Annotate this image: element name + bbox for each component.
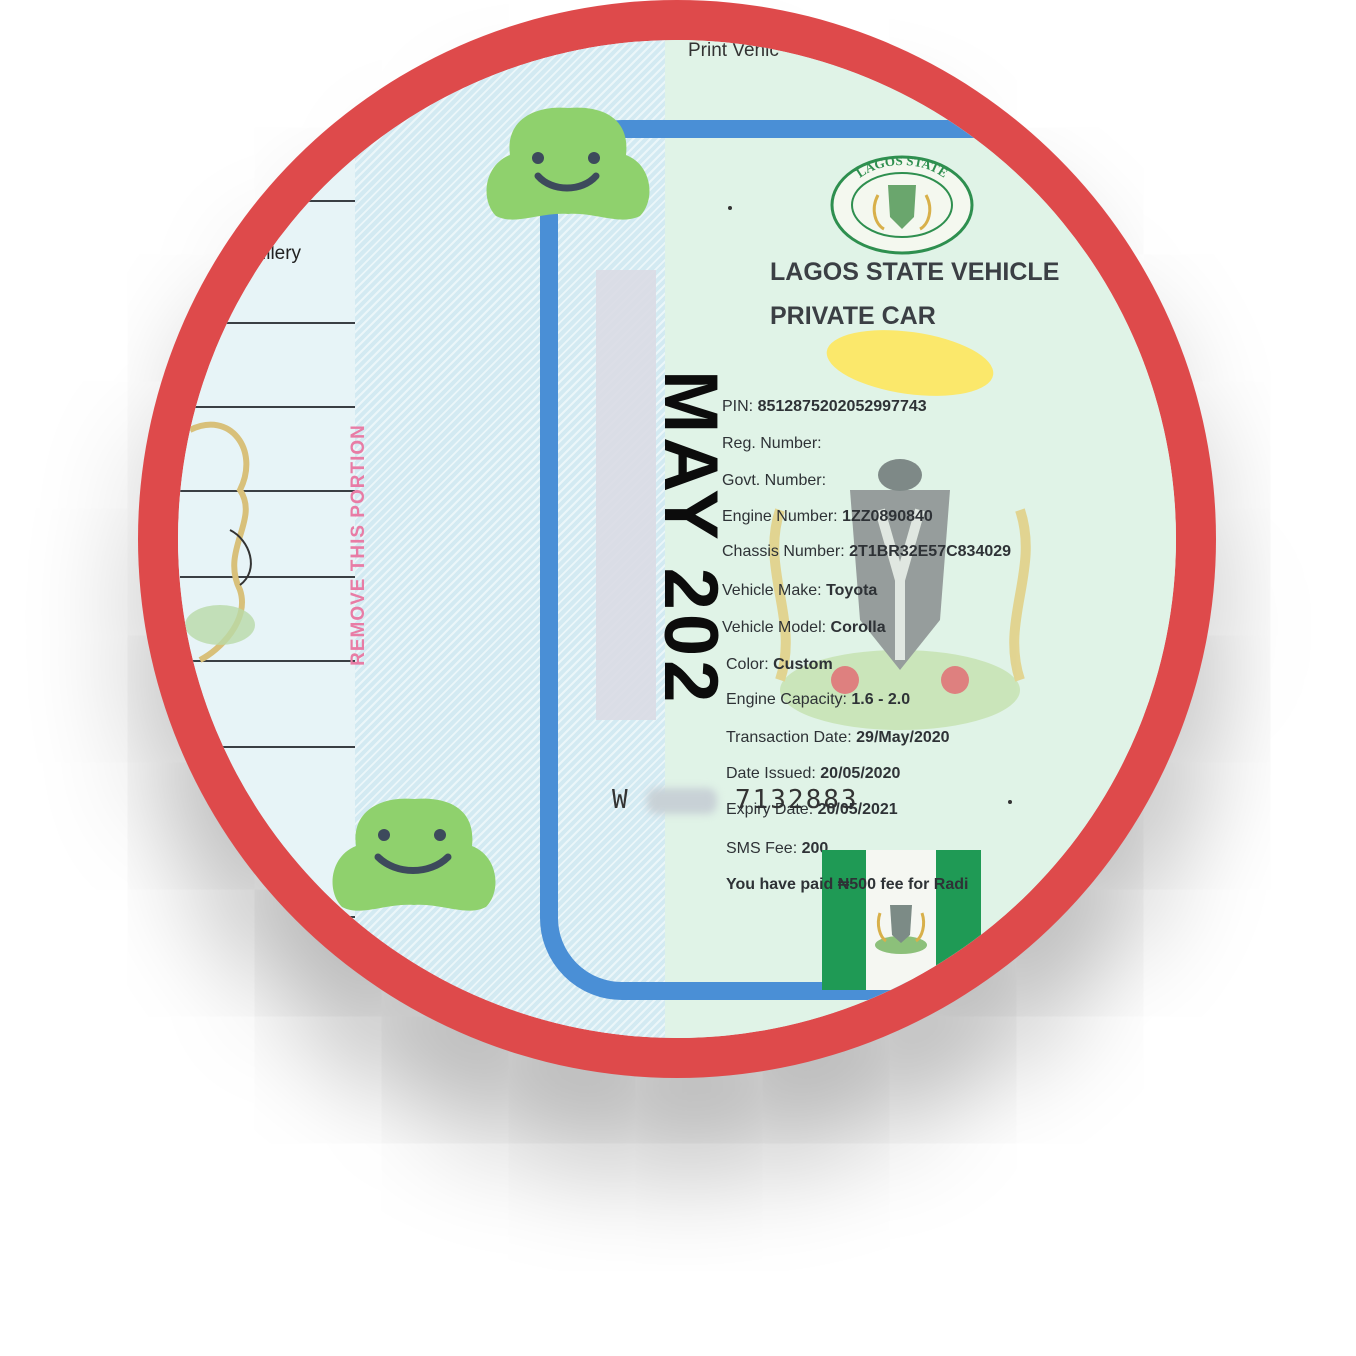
field-row: Expiry Date: 20/05/2021 — [726, 801, 898, 819]
document-disc: illery REMOVE THIS PORTION — [178, 40, 1176, 1038]
field-label: Engine Capacity: — [726, 691, 852, 708]
stub-line — [180, 916, 424, 918]
month-stamp: MAY 202 — [648, 370, 733, 707]
field-row: PIN: 8512875202052997743 — [722, 398, 927, 416]
field-value: 1.6 - 2.0 — [851, 691, 911, 708]
field-row: Reg. Number: — [722, 435, 822, 453]
field-value: 2T1BR32E57C834029 — [849, 543, 1012, 560]
field-label: Reg. Number: — [722, 435, 822, 452]
vehicle-category: PRIVATE CAR — [770, 302, 936, 330]
field-row: Chassis Number: 2T1BR32E57C834029 — [722, 543, 1011, 561]
flag-green-right — [936, 850, 981, 990]
speck — [1008, 800, 1012, 804]
field-label: SMS Fee: — [726, 840, 802, 857]
mascot-smiley-icon — [486, 107, 650, 220]
field-label: Engine Number: — [722, 508, 843, 525]
field-value: Toyota — [826, 582, 878, 599]
serial-redaction — [647, 787, 718, 814]
stub-line — [180, 576, 418, 578]
field-value: 8512875202052997743 — [757, 398, 927, 415]
license-document: illery REMOVE THIS PORTION — [178, 40, 1176, 1038]
field-row: Transaction Date: 29/May/2020 — [726, 729, 950, 747]
field-row: Engine Capacity: 1.6 - 2.0 — [726, 691, 910, 709]
document-stub — [178, 40, 355, 1038]
stub-line — [180, 660, 418, 662]
speck — [728, 206, 732, 210]
field-row: Date Issued: 20/05/2020 — [726, 765, 900, 783]
grey-band — [596, 270, 656, 720]
flag-coat-of-arms-icon — [875, 905, 927, 954]
lagos-seal-text: LAGOS STATE — [853, 155, 950, 180]
field-label: Expiry Date: — [726, 801, 818, 818]
remove-portion-label: REMOVE THIS PORTION — [348, 424, 369, 666]
serial-prefix: W — [612, 785, 630, 815]
field-label: Date Issued: — [726, 765, 821, 782]
field-label: Govt. Number: — [722, 472, 827, 489]
field-value: 200 — [801, 840, 829, 857]
field-value: 20/05/2020 — [820, 765, 901, 782]
field-row: Engine Number: 1ZZ0890840 — [722, 508, 933, 526]
field-row: Vehicle Model: Corolla — [722, 619, 886, 637]
field-label: Chassis Number: — [722, 543, 850, 560]
stub-coat-of-arms-graphic — [185, 421, 255, 663]
radio-fee-note: You have paid ₦500 fee for Radi — [726, 876, 969, 893]
serial-suffix: 7132883 — [734, 785, 859, 815]
mascot-smiley-icon — [332, 798, 496, 911]
field-row: Govt. Number: — [722, 472, 826, 490]
field-label: Color: — [726, 656, 774, 673]
field-row: Vehicle Make: Toyota — [722, 582, 877, 600]
stub-partial-word: illery — [262, 243, 302, 264]
lagos-state-seal-icon — [830, 155, 974, 255]
field-value: 29/May/2020 — [856, 729, 950, 746]
document-title: LAGOS STATE VEHICLE — [770, 258, 1060, 286]
stub-line — [180, 200, 420, 202]
field-row: Color: Custom — [726, 656, 833, 674]
badge-ring: illery REMOVE THIS PORTION — [138, 0, 1216, 1078]
field-value: Custom — [773, 656, 833, 673]
stub-line — [180, 322, 418, 324]
field-value: Corolla — [830, 619, 886, 636]
field-label: PIN: — [722, 398, 758, 415]
serial-number: W 7132883 — [612, 785, 859, 815]
field-value: 1ZZ0890840 — [842, 508, 933, 525]
field-label: Vehicle Make: — [722, 582, 827, 599]
svg-text:LAGOS STATE: LAGOS STATE — [853, 155, 950, 180]
field-value: 20/05/2021 — [817, 801, 898, 818]
field-label: Vehicle Model: — [722, 619, 831, 636]
blue-frame — [540, 120, 1176, 1000]
flag-green-left — [822, 850, 867, 990]
stub-line — [180, 746, 424, 748]
field-row: SMS Fee: 200 — [726, 840, 828, 858]
stub-line — [180, 406, 418, 408]
field-label: Transaction Date: — [726, 729, 857, 746]
coat-of-arms-watermark — [769, 459, 1031, 730]
print-vehicle-text: Print Vehic — [688, 40, 779, 61]
stub-line — [180, 490, 418, 492]
